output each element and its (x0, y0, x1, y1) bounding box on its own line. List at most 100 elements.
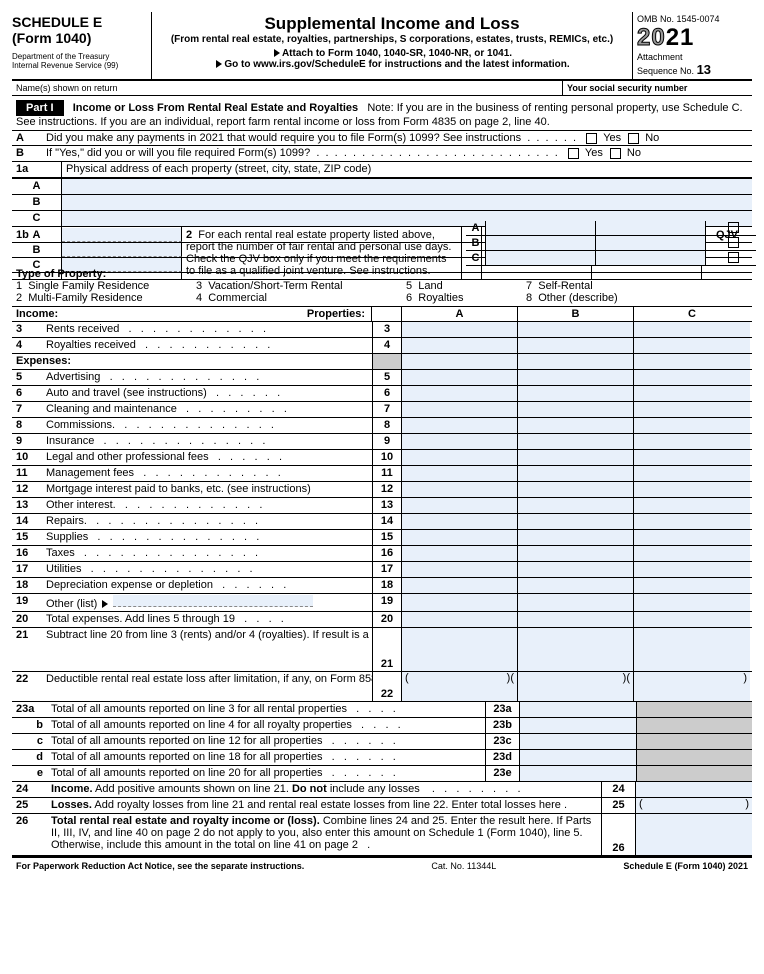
val-9-c[interactable] (634, 434, 750, 449)
val-18-c[interactable] (634, 578, 750, 593)
val-4-b[interactable] (518, 338, 634, 353)
qjv-c-checkbox[interactable] (728, 252, 739, 263)
val-7-c[interactable] (634, 402, 750, 417)
val-18-a[interactable] (402, 578, 518, 593)
fair-rental-c-input[interactable] (486, 251, 596, 265)
val-7-b[interactable] (518, 402, 634, 417)
val-16-b[interactable] (518, 546, 634, 561)
val-15-b[interactable] (518, 530, 634, 545)
goto-line: Go to www.irs.gov/ScheduleE for instruct… (156, 59, 628, 70)
val-20-b[interactable] (518, 612, 634, 627)
val-22-c[interactable]: ) (634, 672, 750, 701)
val-19-b[interactable] (518, 594, 634, 611)
type-b-input[interactable] (62, 243, 182, 257)
val-23e[interactable] (520, 766, 636, 781)
type-a-input[interactable] (62, 228, 182, 242)
val-5-b[interactable] (518, 370, 634, 385)
line-a-no-checkbox[interactable] (628, 133, 639, 144)
val-24[interactable] (636, 782, 752, 797)
val-12-c[interactable] (634, 482, 750, 497)
val-25[interactable]: () (636, 798, 752, 813)
val-11-a[interactable] (402, 466, 518, 481)
line-a-text: Did you make any payments in 2021 that w… (42, 131, 752, 145)
val-10-a[interactable] (402, 450, 518, 465)
attach-line: Attach to Form 1040, 1040-SR, 1040-NR, o… (156, 48, 628, 59)
val-23d[interactable] (520, 750, 636, 765)
line-b-yes-checkbox[interactable] (568, 148, 579, 159)
line-14: 14Repairs. . . . . . . . . . . . . . . 1… (12, 514, 752, 530)
val-12-a[interactable] (402, 482, 518, 497)
val-8-b[interactable] (518, 418, 634, 433)
val-10-c[interactable] (634, 450, 750, 465)
line-23d: d Total of all amounts reported on line … (12, 750, 752, 766)
personal-use-c-input[interactable] (596, 251, 706, 265)
val-13-b[interactable] (518, 498, 634, 513)
footer: For Paperwork Reduction Act Notice, see … (12, 856, 752, 874)
val-20-a[interactable] (402, 612, 518, 627)
val-3-b[interactable] (518, 322, 634, 337)
line-1a: 1a Physical address of each property (st… (12, 162, 752, 178)
fair-rental-b-input[interactable] (486, 236, 596, 250)
val-3-c[interactable] (634, 322, 750, 337)
val-15-c[interactable] (634, 530, 750, 545)
val-9-b[interactable] (518, 434, 634, 449)
val-20-c[interactable] (634, 612, 750, 627)
val-8-c[interactable] (634, 418, 750, 433)
val-11-c[interactable] (634, 466, 750, 481)
val-6-b[interactable] (518, 386, 634, 401)
personal-use-b-input[interactable] (596, 236, 706, 250)
qjv-a-checkbox[interactable] (728, 222, 739, 233)
val-7-a[interactable] (402, 402, 518, 417)
val-13-a[interactable] (402, 498, 518, 513)
line-23e: e Total of all amounts reported on line … (12, 766, 752, 782)
val-14-c[interactable] (634, 514, 750, 529)
val-16-c[interactable] (634, 546, 750, 561)
val-21-a[interactable] (402, 628, 518, 671)
line-25: 25 Losses. Add royalty losses from line … (12, 798, 752, 814)
val-23b[interactable] (520, 718, 636, 733)
qjv-b-checkbox[interactable] (728, 237, 739, 248)
val-14-b[interactable] (518, 514, 634, 529)
line-b: B If "Yes," did you or will you file req… (12, 146, 752, 162)
line-23c: c Total of all amounts reported on line … (12, 734, 752, 750)
val-11-b[interactable] (518, 466, 634, 481)
val-6-c[interactable] (634, 386, 750, 401)
line-26: 26 Total rental real estate and royalty … (12, 814, 752, 856)
val-19-c[interactable] (634, 594, 750, 611)
val-10-b[interactable] (518, 450, 634, 465)
val-23c[interactable] (520, 734, 636, 749)
val-12-b[interactable] (518, 482, 634, 497)
val-21-b[interactable] (518, 628, 634, 671)
val-22-b[interactable]: )( (518, 672, 634, 701)
triangle-icon (274, 49, 280, 57)
val-6-a[interactable] (402, 386, 518, 401)
omb-number: OMB No. 1545-0074 (637, 14, 752, 24)
val-14-a[interactable] (402, 514, 518, 529)
personal-use-a-input[interactable] (596, 221, 706, 235)
line-b-no-checkbox[interactable] (610, 148, 621, 159)
val-4-c[interactable] (634, 338, 750, 353)
val-21-c[interactable] (634, 628, 750, 671)
val-4-a[interactable] (402, 338, 518, 353)
val-3-a[interactable] (402, 322, 518, 337)
val-15-a[interactable] (402, 530, 518, 545)
val-26[interactable] (636, 814, 752, 855)
addr-a-input[interactable] (62, 179, 752, 194)
val-23a[interactable] (520, 702, 636, 717)
val-5-a[interactable] (402, 370, 518, 385)
fair-rental-a-input[interactable] (486, 221, 596, 235)
val-8-a[interactable] (402, 418, 518, 433)
val-19-a[interactable] (402, 594, 518, 611)
val-16-a[interactable] (402, 546, 518, 561)
val-22-a[interactable]: ()( (402, 672, 518, 701)
val-9-a[interactable] (402, 434, 518, 449)
val-13-c[interactable] (634, 498, 750, 513)
line-a-yes-checkbox[interactable] (586, 133, 597, 144)
val-17-c[interactable] (634, 562, 750, 577)
addr-b-input[interactable] (62, 195, 752, 210)
val-5-c[interactable] (634, 370, 750, 385)
val-17-a[interactable] (402, 562, 518, 577)
form-header: SCHEDULE E (Form 1040) Department of the… (12, 12, 752, 81)
val-18-b[interactable] (518, 578, 634, 593)
val-17-b[interactable] (518, 562, 634, 577)
